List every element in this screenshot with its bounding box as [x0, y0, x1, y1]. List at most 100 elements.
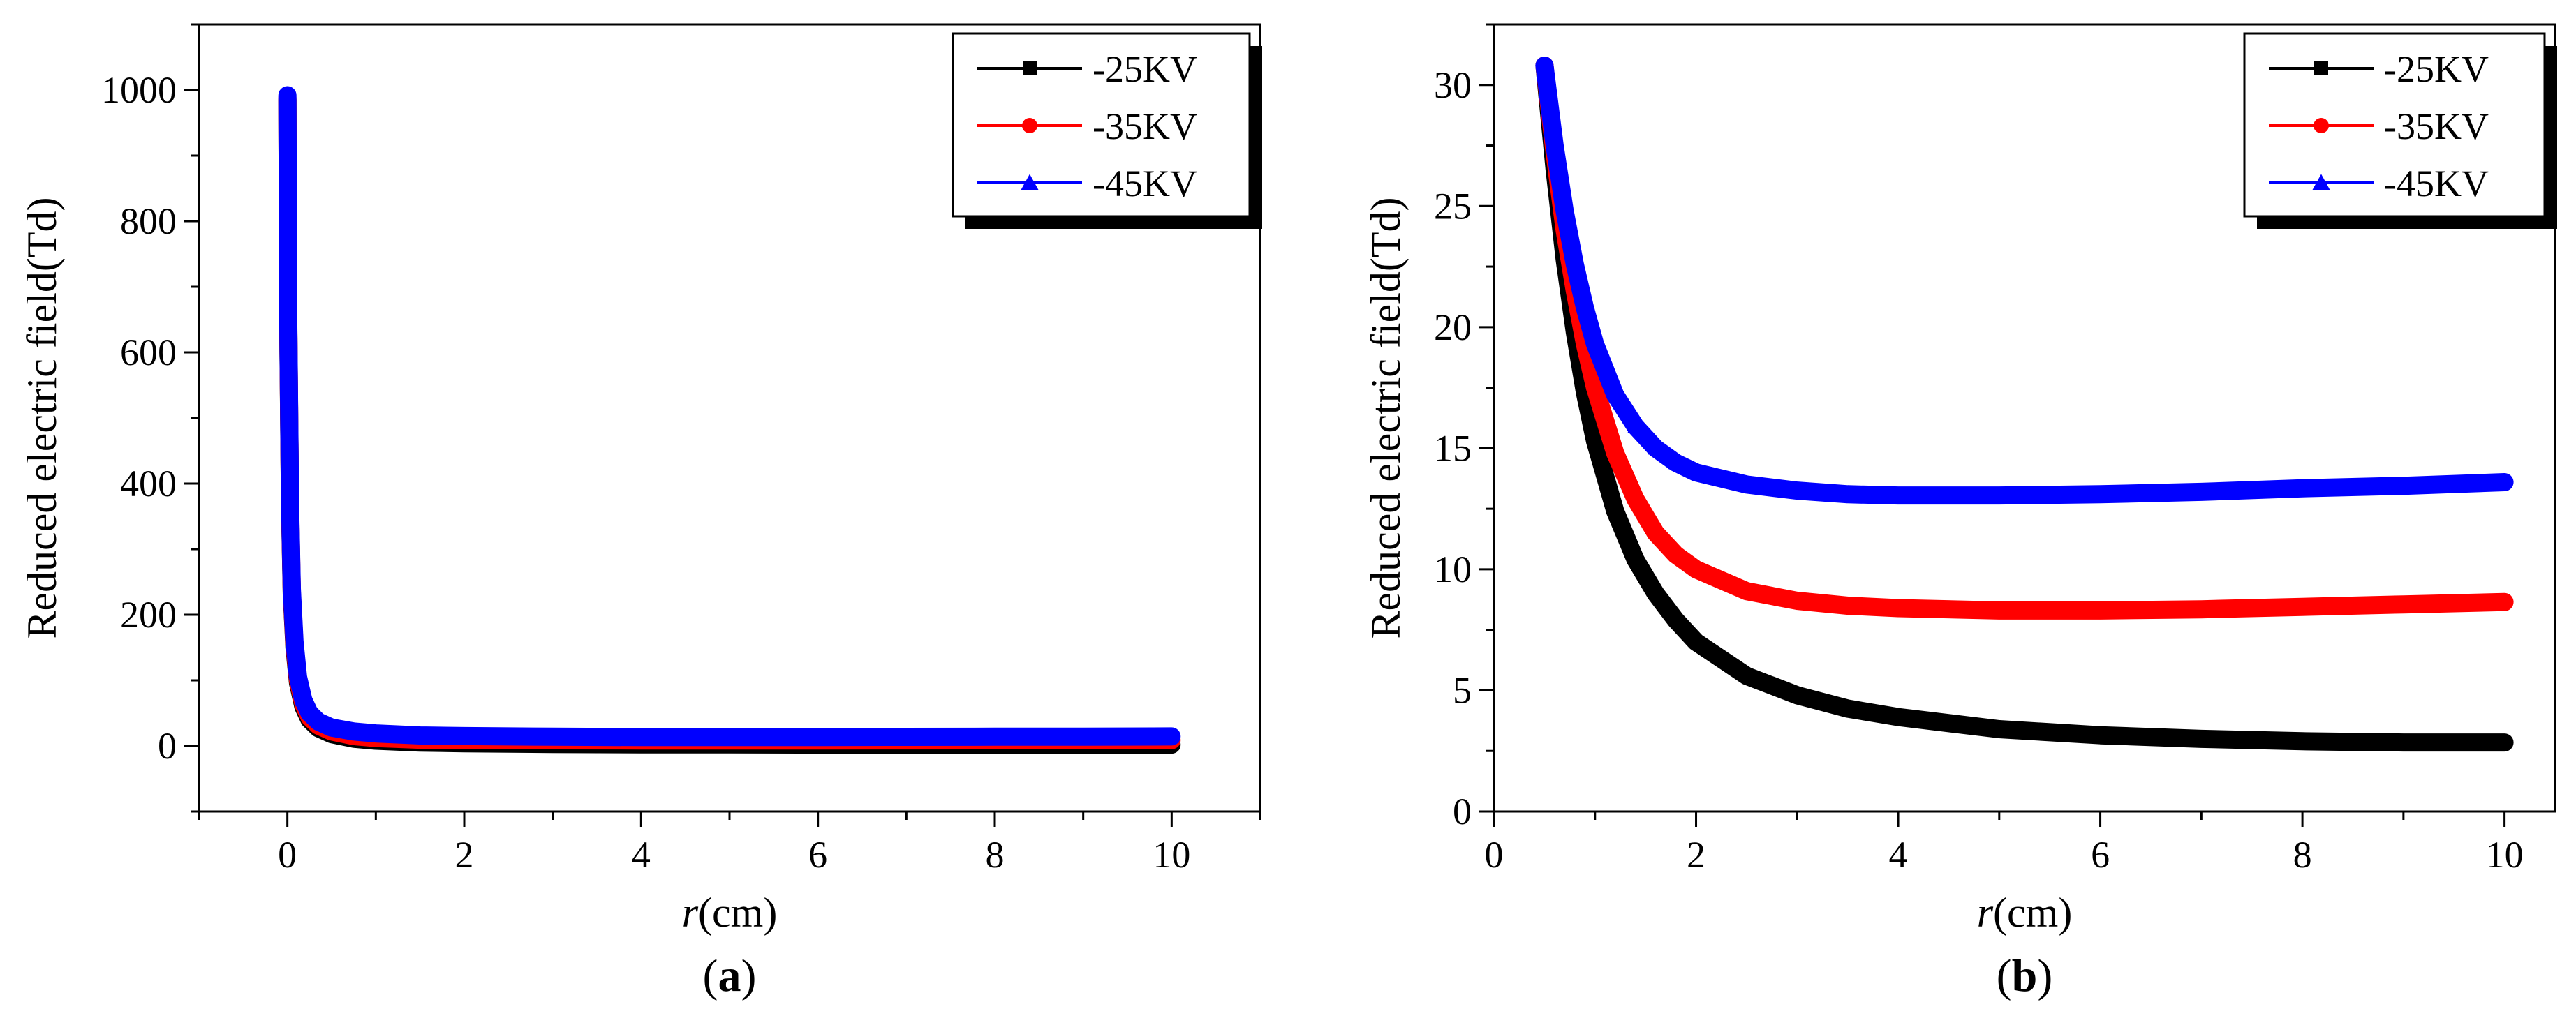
panel-label-open: (: [703, 950, 718, 1001]
y-tick-label: 400: [120, 463, 177, 504]
data-point: [1841, 702, 1854, 715]
data-point: [456, 728, 473, 742]
data-point: [1629, 553, 1642, 567]
legend-label: -45KV: [2384, 163, 2489, 204]
y-tick-label: 30: [1434, 64, 1472, 106]
data-point: [1567, 256, 1583, 271]
data-point: [1164, 728, 1180, 743]
data-point: [1607, 387, 1623, 402]
data-point: [721, 729, 738, 744]
data-point: [280, 311, 297, 326]
y-tick-label: 15: [1434, 427, 1472, 469]
data-point: [1537, 57, 1553, 73]
data-point: [283, 581, 300, 595]
data-point: [1608, 446, 1622, 461]
data-point: [1648, 440, 1664, 455]
data-point: [2195, 732, 2208, 745]
data-point: [412, 727, 428, 742]
x-tick-label: 8: [986, 834, 1005, 876]
data-point: [282, 495, 298, 510]
data-point: [2395, 477, 2412, 493]
legend-marker-square: [2314, 61, 2328, 75]
legend-label: -35KV: [2384, 105, 2489, 147]
data-point: [1577, 299, 1593, 315]
data-point: [368, 725, 384, 740]
y-tick-label: 0: [1453, 791, 1472, 832]
panel-label: (a): [703, 950, 757, 1001]
data-point: [1689, 562, 1703, 576]
y-tick-label: 0: [158, 725, 177, 767]
x-axis-variable: r: [682, 890, 699, 936]
data-point: [1587, 336, 1604, 351]
data-point: [2497, 594, 2512, 609]
data-point: [898, 728, 915, 744]
data-point: [286, 633, 303, 648]
x-axis-label: r(cm): [1977, 890, 2073, 936]
y-tick-label: 25: [1434, 185, 1472, 227]
data-point: [295, 691, 311, 707]
panel-label-close: ): [741, 950, 757, 1001]
x-tick-label: 10: [2486, 834, 2524, 876]
x-tick-label: 6: [2091, 834, 2110, 876]
data-point: [2092, 486, 2108, 501]
data-point: [1892, 710, 1905, 724]
data-point: [1588, 434, 1601, 447]
data-point: [2194, 602, 2209, 617]
data-point: [1991, 487, 2008, 502]
y-axis-label: Reduced electric field(Td): [19, 197, 65, 639]
panel-label-letter: a: [718, 950, 741, 1001]
legend-label: -45KV: [1093, 163, 1197, 204]
y-tick-label: 600: [120, 331, 177, 373]
legend-label: -25KV: [1093, 48, 1197, 90]
data-point: [1668, 454, 1684, 470]
x-tick-label: 2: [1687, 834, 1705, 876]
y-axis-label: Reduced electric field(Td): [1363, 197, 1409, 639]
data-point: [302, 705, 318, 719]
data-point: [1075, 728, 1091, 743]
series-line--45KV: [278, 86, 1181, 747]
panel-label-close: ): [2037, 950, 2052, 1001]
panel-label-open: (: [1997, 950, 2012, 1001]
x-tick-label: 10: [1153, 834, 1190, 876]
y-tick-label: 800: [120, 200, 177, 242]
y-tick-label: 10: [1434, 548, 1472, 590]
data-point: [1740, 584, 1754, 599]
data-point: [2093, 604, 2108, 618]
data-point: [1791, 689, 1804, 702]
legend-marker-circle: [2314, 118, 2329, 133]
y-tick-label: 200: [120, 594, 177, 636]
data-point: [1740, 669, 1753, 682]
data-point: [2094, 728, 2107, 742]
data-point: [1992, 722, 2006, 735]
data-point: [1587, 380, 1602, 395]
data-point: [1627, 418, 1643, 433]
plot-frame: [1493, 23, 2556, 813]
data-point: [1890, 487, 1907, 502]
panel-label: (b): [1997, 950, 2053, 1001]
data-point: [633, 729, 649, 744]
data-point: [1557, 202, 1573, 218]
data-point: [1546, 137, 1563, 152]
data-point: [1840, 599, 1855, 613]
legend-marker-triangle: [2312, 174, 2330, 190]
x-tick-label: 4: [632, 834, 651, 876]
x-tick-label: 0: [1485, 834, 1504, 876]
chart-panel-b: 0 2 4 6 8 10 0 5 10 15 20 25 30 r(cm) Reduced electric…: [1363, 23, 2557, 1001]
data-point: [1840, 486, 1856, 501]
legend-marker-circle: [1022, 118, 1037, 133]
data-point: [2498, 736, 2511, 749]
data-point: [2294, 480, 2311, 495]
data-point: [2496, 474, 2512, 488]
y-tick-label: 20: [1434, 306, 1472, 348]
x-axis-variable: r: [1977, 890, 1994, 936]
data-point: [1738, 477, 1755, 491]
data-point: [1688, 464, 1704, 479]
data-point: [279, 87, 295, 102]
x-axis-label: r(cm): [682, 890, 778, 936]
data-point: [545, 728, 561, 743]
data-point: [310, 713, 327, 728]
chart-panel-a: 0 2 4 6 8 10 0 200 400 600 800 1000 r(cm) Reduced ele…: [19, 23, 1262, 1001]
data-point: [2296, 735, 2309, 748]
legend-label: -35KV: [1093, 105, 1197, 147]
